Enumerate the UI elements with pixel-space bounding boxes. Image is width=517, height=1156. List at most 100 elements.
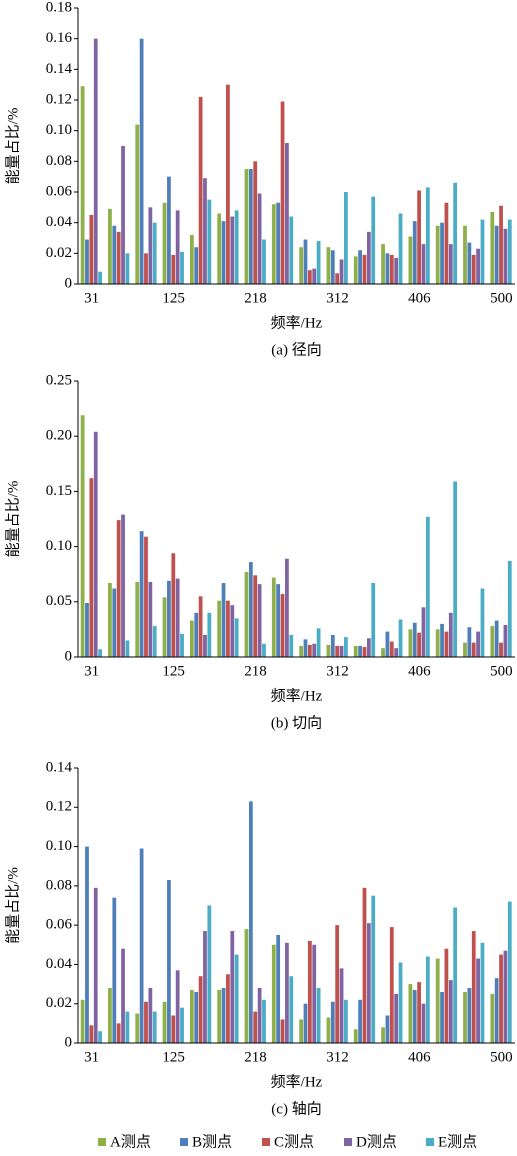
bar: [330, 250, 335, 284]
bar: [271, 577, 276, 657]
bar: [80, 415, 85, 657]
bar: [248, 801, 253, 1043]
bar: [162, 202, 167, 284]
bar: [371, 196, 376, 284]
x-tick-label: 218: [244, 1049, 267, 1065]
bar: [307, 644, 312, 657]
bar: [307, 270, 312, 284]
bar: [203, 634, 207, 657]
bar: [289, 976, 294, 1043]
x-axis-title: 频率/Hz: [271, 314, 323, 331]
bar: [440, 991, 444, 1043]
bar: [371, 895, 376, 1043]
bar: [98, 649, 102, 657]
x-axis-title: 频率/Hz: [271, 687, 323, 704]
y-tick-label: 0.05: [46, 593, 72, 609]
bar: [139, 848, 144, 1043]
bar: [507, 560, 512, 657]
legend-swatch: [426, 1138, 434, 1146]
bar: [339, 968, 344, 1043]
bar: [89, 478, 94, 657]
bar: [303, 639, 308, 657]
x-tick-label: 500: [490, 663, 513, 679]
bar: [303, 1003, 308, 1043]
bar: [503, 228, 508, 284]
bar: [421, 1003, 426, 1043]
bar: [444, 631, 449, 657]
bar: [93, 887, 98, 1043]
y-axis-title: 能量占比/%: [4, 867, 21, 944]
bar: [285, 142, 289, 284]
x-tick-label: 31: [84, 1049, 99, 1065]
bar: [234, 618, 239, 657]
bar: [398, 619, 403, 657]
bar: [280, 594, 285, 657]
bar: [244, 571, 249, 657]
bar: [280, 101, 285, 285]
bar: [467, 242, 472, 284]
x-tick-label: 406: [408, 663, 431, 679]
bar: [448, 980, 453, 1043]
bar: [335, 645, 340, 657]
bar: [271, 944, 276, 1043]
y-axis-title: 能量占比/%: [4, 108, 21, 185]
legend-label: A测点: [110, 1133, 151, 1150]
y-tick-label: 0.08: [46, 877, 72, 893]
bar: [421, 607, 426, 657]
bar: [398, 213, 403, 284]
bar: [316, 241, 321, 284]
y-tick-label: 0.14: [46, 759, 73, 775]
bar: [316, 628, 321, 657]
legend-swatch: [98, 1138, 106, 1146]
bar: [253, 1011, 258, 1043]
bar: [358, 250, 362, 284]
bar: [108, 988, 112, 1043]
bar: [503, 950, 508, 1043]
bar: [285, 942, 289, 1043]
bar: [121, 514, 125, 657]
bar: [381, 1027, 385, 1043]
bar: [234, 954, 239, 1043]
bar: [330, 1001, 335, 1043]
x-tick-label: 125: [162, 290, 185, 306]
bar: [499, 642, 503, 657]
bar: [412, 989, 417, 1043]
bar: [398, 962, 403, 1043]
bar: [389, 254, 394, 284]
x-tick-label: 406: [408, 290, 431, 306]
y-tick-label: 0.20: [46, 428, 72, 444]
bar: [85, 239, 89, 284]
bar: [307, 940, 312, 1043]
bar: [125, 1011, 130, 1043]
bar: [476, 958, 480, 1043]
bar: [271, 204, 276, 284]
bar: [85, 846, 89, 1043]
bar: [194, 247, 199, 284]
bar: [144, 253, 148, 284]
legend-swatch: [344, 1138, 352, 1146]
bar: [217, 600, 222, 657]
bar: [89, 1025, 94, 1043]
bar: [226, 84, 230, 285]
y-tick-label: 0.14: [46, 61, 73, 77]
bar: [339, 645, 344, 657]
bar: [421, 244, 426, 284]
bar: [148, 207, 153, 284]
y-axis-title: 能量占比/%: [4, 481, 21, 558]
y-tick-label: 0: [65, 275, 73, 291]
bar: [385, 631, 390, 657]
bar: [507, 219, 512, 284]
bar: [108, 208, 112, 284]
y-tick-label: 0.12: [46, 91, 72, 107]
y-tick-label: 0.12: [46, 799, 72, 815]
bar: [480, 588, 485, 657]
bar: [121, 146, 125, 284]
bar: [144, 1001, 148, 1043]
bar: [453, 481, 458, 657]
bar: [463, 225, 467, 284]
bar: [98, 1031, 102, 1043]
y-tick-label: 0.04: [46, 956, 73, 972]
bar: [175, 578, 180, 657]
y-tick-label: 0.18: [46, 0, 72, 15]
